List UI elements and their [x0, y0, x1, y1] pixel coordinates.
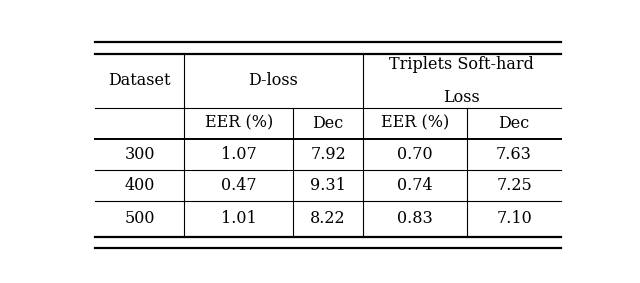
Text: 1.01: 1.01	[221, 210, 257, 227]
Text: 300: 300	[124, 146, 155, 163]
Text: 500: 500	[124, 210, 155, 227]
Text: 0.83: 0.83	[397, 210, 433, 227]
Text: 0.47: 0.47	[221, 177, 257, 194]
Text: 8.22: 8.22	[310, 210, 346, 227]
Text: 7.92: 7.92	[310, 146, 346, 163]
Text: 1.07: 1.07	[221, 146, 257, 163]
Text: 7.63: 7.63	[496, 146, 532, 163]
Text: Dec: Dec	[312, 115, 344, 132]
Text: 0.70: 0.70	[397, 146, 433, 163]
Text: Dataset: Dataset	[108, 72, 171, 89]
Text: 0.74: 0.74	[397, 177, 433, 194]
Text: EER (%): EER (%)	[381, 115, 449, 132]
Text: Triplets Soft-hard: Triplets Soft-hard	[390, 56, 534, 73]
Text: 400: 400	[124, 177, 155, 194]
Text: EER (%): EER (%)	[205, 115, 273, 132]
Text: Loss: Loss	[444, 89, 480, 106]
Text: 7.25: 7.25	[496, 177, 532, 194]
Text: Dec: Dec	[499, 115, 530, 132]
Text: D-loss: D-loss	[248, 72, 298, 89]
Text: 7.10: 7.10	[496, 210, 532, 227]
Text: 9.31: 9.31	[310, 177, 346, 194]
